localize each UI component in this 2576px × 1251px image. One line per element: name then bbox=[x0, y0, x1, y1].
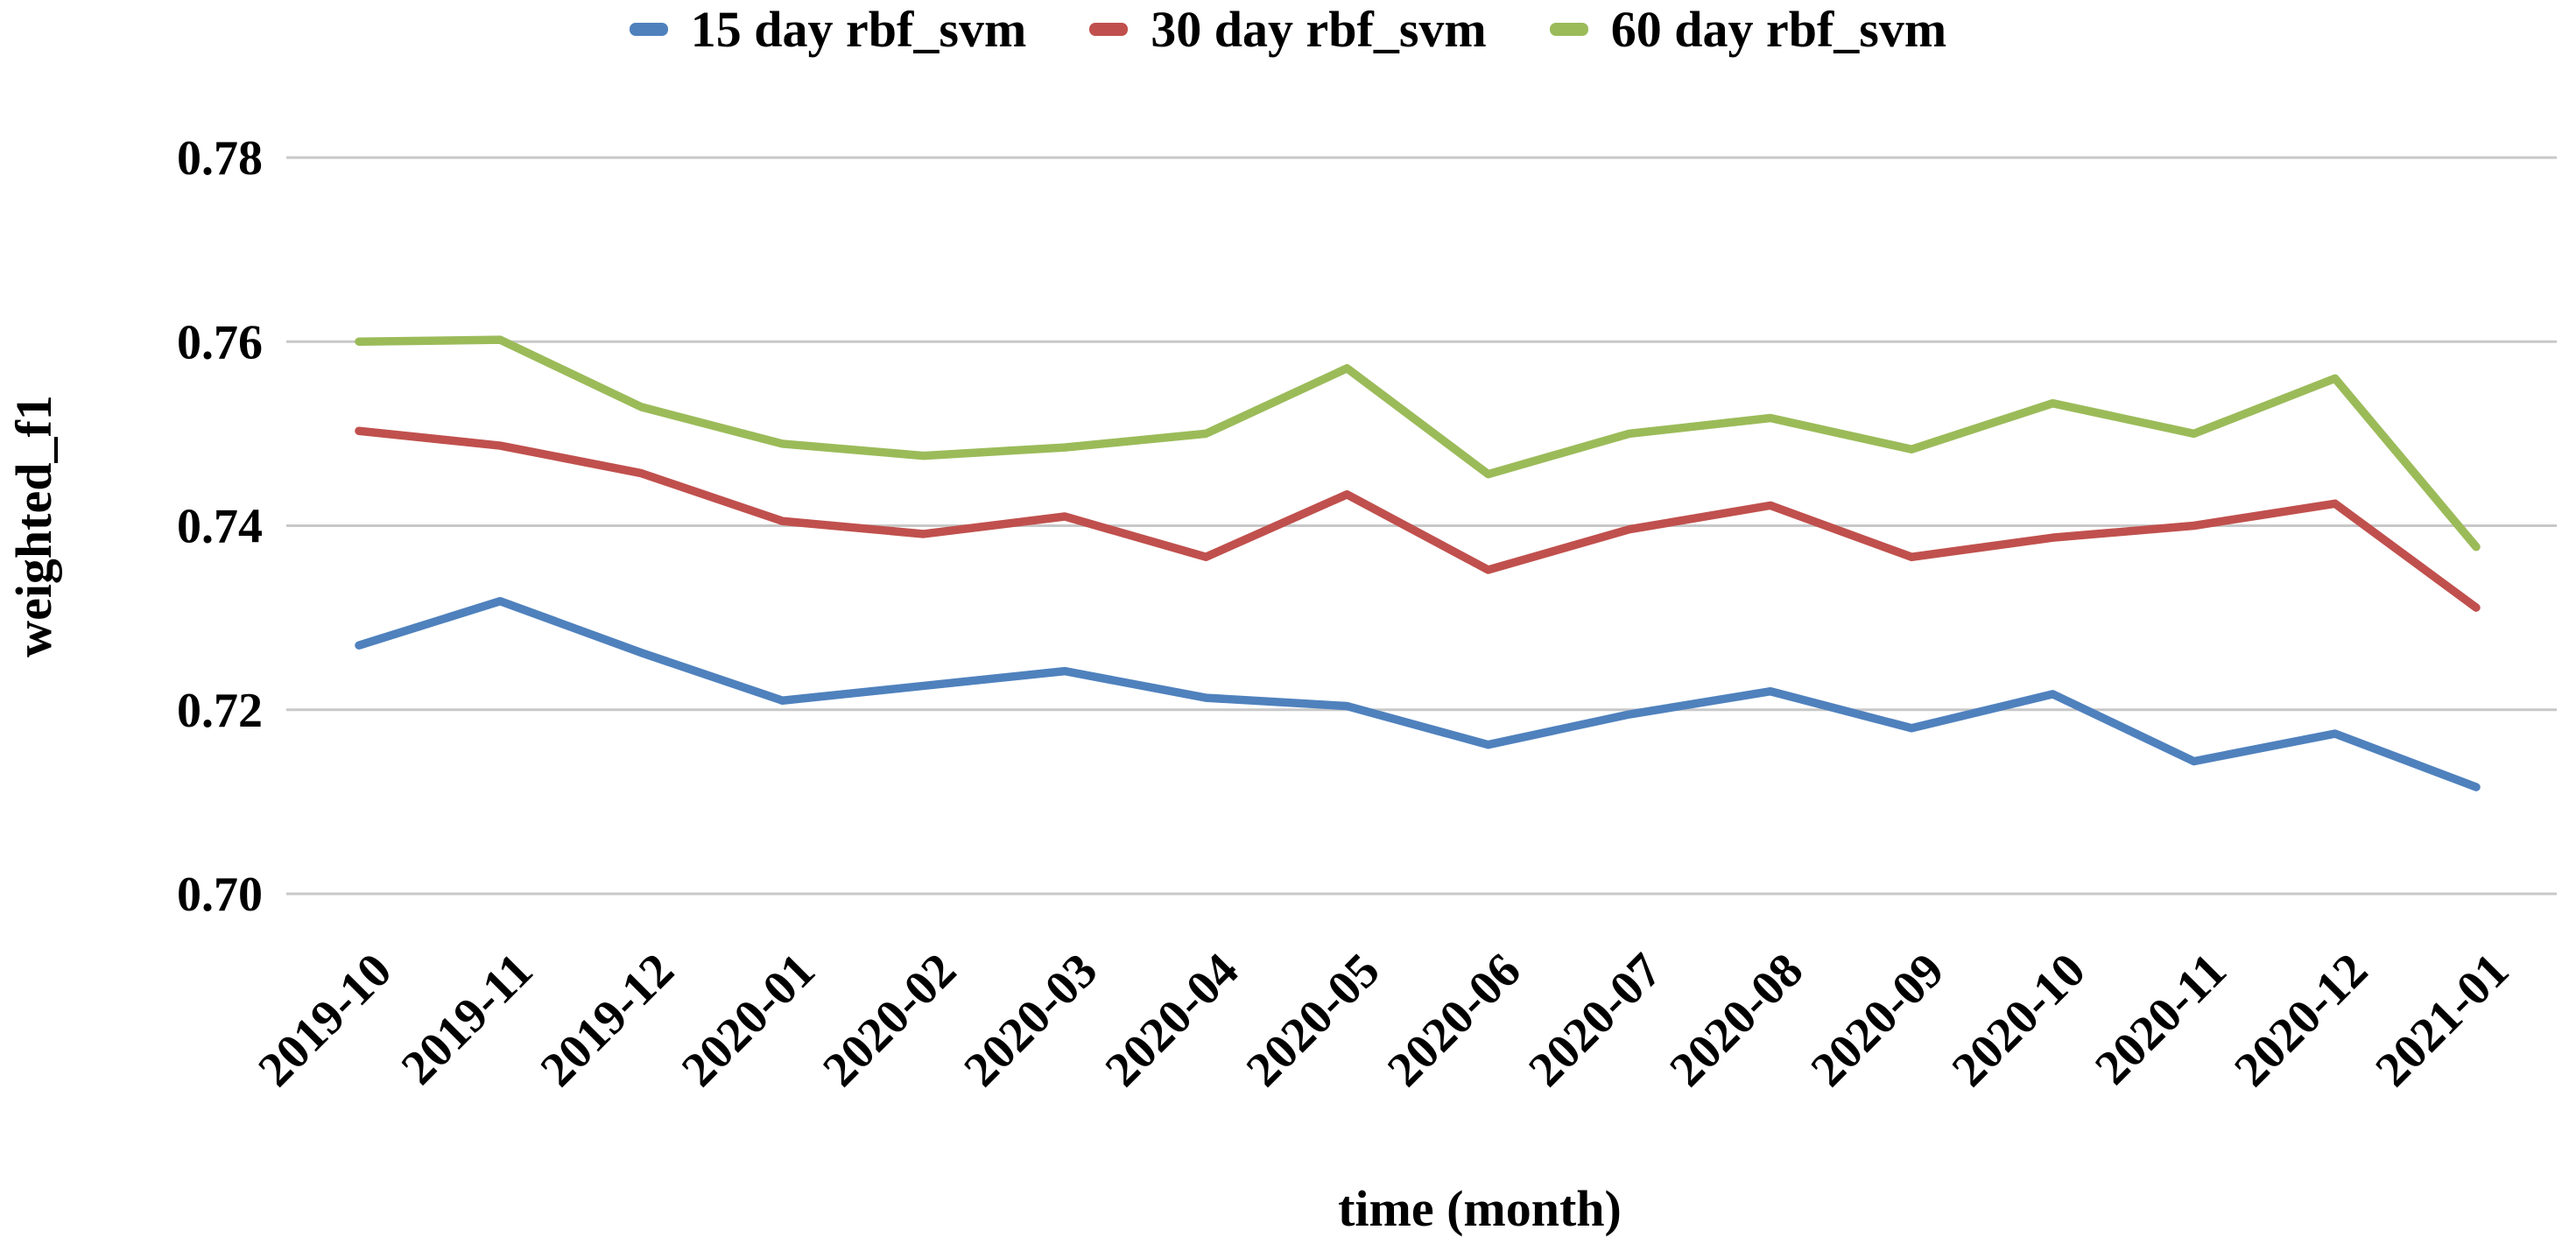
legend-item-60-day-rbf-svm: 60 day rbf_svm bbox=[1549, 1, 1947, 58]
legend-label: 30 day rbf_svm bbox=[1151, 1, 1487, 58]
x-tick-label: 2020-06 bbox=[1377, 943, 1531, 1097]
y-tick-label: 0.78 bbox=[177, 131, 263, 186]
x-tick-label: 2020-08 bbox=[1659, 943, 1813, 1097]
x-tick-labels: 2019-102019-112019-122020-012020-022020-… bbox=[248, 943, 2519, 1097]
x-tick-label: 2019-10 bbox=[248, 943, 402, 1097]
x-tick-label: 2020-12 bbox=[2224, 943, 2378, 1097]
y-tick-label: 0.74 bbox=[177, 500, 263, 554]
chart-legend: 15 day rbf_svm 30 day rbf_svm 60 day rbf_s… bbox=[0, 2, 2576, 58]
x-tick-label: 2020-05 bbox=[1236, 943, 1390, 1097]
y-tick-label: 0.76 bbox=[177, 315, 263, 369]
legend-marker-icon bbox=[1089, 23, 1129, 37]
y-tick-label: 0.70 bbox=[177, 868, 263, 922]
y-tick-label: 0.72 bbox=[177, 684, 263, 738]
legend-item-15-day-rbf-svm: 15 day rbf_svm bbox=[629, 1, 1027, 58]
y-tick-labels: 0.78 0.76 0.74 0.72 0.70 bbox=[177, 131, 263, 922]
x-tick-label: 2020-10 bbox=[1942, 943, 2096, 1097]
x-tick-label: 2020-02 bbox=[813, 943, 967, 1097]
x-tick-label: 2020-04 bbox=[1095, 943, 1249, 1097]
legend-marker-icon bbox=[629, 23, 668, 37]
legend-label: 60 day rbf_svm bbox=[1610, 1, 1947, 58]
x-tick-label: 2020-07 bbox=[1518, 943, 1672, 1097]
x-tick-label: 2021-01 bbox=[2365, 943, 2519, 1097]
x-tick-label: 2020-01 bbox=[672, 943, 826, 1097]
x-tick-label: 2020-03 bbox=[954, 943, 1108, 1097]
x-tick-label: 2019-12 bbox=[531, 943, 685, 1097]
x-tick-label: 2019-11 bbox=[391, 943, 544, 1095]
legend-item-30-day-rbf-svm: 30 day rbf_svm bbox=[1089, 1, 1487, 58]
legend-marker-icon bbox=[1549, 23, 1588, 37]
series-line-15-day-rbf-svm bbox=[355, 596, 2481, 791]
gridlines bbox=[286, 156, 2557, 896]
series-line-60-day-rbf-svm bbox=[355, 335, 2481, 552]
x-axis-title: time (month) bbox=[1338, 1180, 1622, 1237]
y-axis-title: weighted_f1 bbox=[5, 395, 62, 657]
series-line-30-day-rbf-svm bbox=[355, 426, 2481, 612]
x-tick-label: 2020-11 bbox=[2085, 943, 2237, 1095]
series-lines bbox=[355, 335, 2481, 791]
x-tick-label: 2020-09 bbox=[1801, 943, 1955, 1097]
legend-label: 15 day rbf_svm bbox=[690, 1, 1027, 58]
